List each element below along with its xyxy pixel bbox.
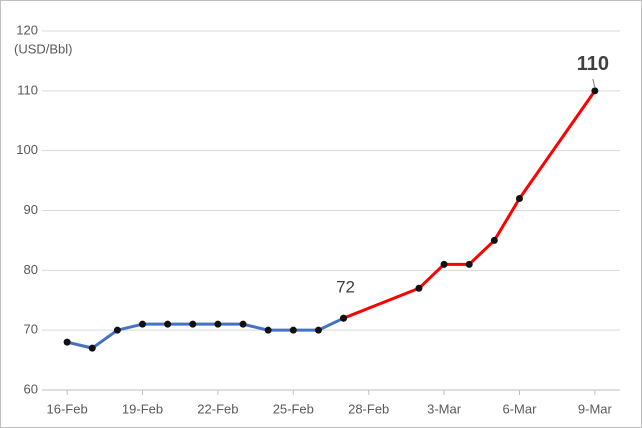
data-point bbox=[591, 87, 599, 95]
data-point bbox=[113, 326, 121, 334]
data-point bbox=[139, 320, 147, 328]
data-point bbox=[88, 344, 96, 352]
data-point bbox=[164, 320, 172, 328]
x-tick-label: 28-Feb bbox=[348, 401, 389, 416]
y-tick-label: 120 bbox=[16, 22, 38, 37]
data-point bbox=[465, 260, 473, 268]
x-tick-label: 19-Feb bbox=[122, 401, 163, 416]
data-label: 110 bbox=[577, 53, 609, 75]
x-tick-label: 6-Mar bbox=[503, 401, 538, 416]
x-tick-label: 22-Feb bbox=[197, 401, 238, 416]
data-point bbox=[189, 320, 197, 328]
data-point bbox=[214, 320, 222, 328]
data-point bbox=[340, 314, 348, 322]
y-tick-label: 80 bbox=[24, 262, 38, 277]
x-tick-label: 25-Feb bbox=[273, 401, 314, 416]
y-axis-label: (USD/Bbl) bbox=[14, 41, 73, 56]
data-label: 72 bbox=[336, 278, 355, 297]
y-tick-label: 60 bbox=[24, 381, 38, 396]
data-point bbox=[314, 326, 322, 334]
data-point bbox=[415, 284, 423, 292]
x-tick-label: 3-Mar bbox=[427, 401, 462, 416]
y-tick-label: 100 bbox=[16, 142, 38, 157]
y-tick-label: 110 bbox=[17, 82, 38, 97]
data-point bbox=[63, 338, 71, 346]
line bbox=[66, 316, 345, 350]
data-point bbox=[264, 326, 272, 334]
data-point bbox=[289, 326, 297, 334]
label-leader bbox=[592, 78, 596, 88]
x-tick-label: 9-Mar bbox=[578, 401, 613, 416]
data-point bbox=[239, 320, 247, 328]
x-tick-label: 16-Feb bbox=[47, 401, 88, 416]
y-tick-label: 70 bbox=[24, 322, 38, 337]
data-point bbox=[490, 236, 498, 244]
y-tick-label: 90 bbox=[24, 202, 38, 217]
data-point bbox=[440, 260, 448, 268]
data-point bbox=[515, 195, 523, 203]
